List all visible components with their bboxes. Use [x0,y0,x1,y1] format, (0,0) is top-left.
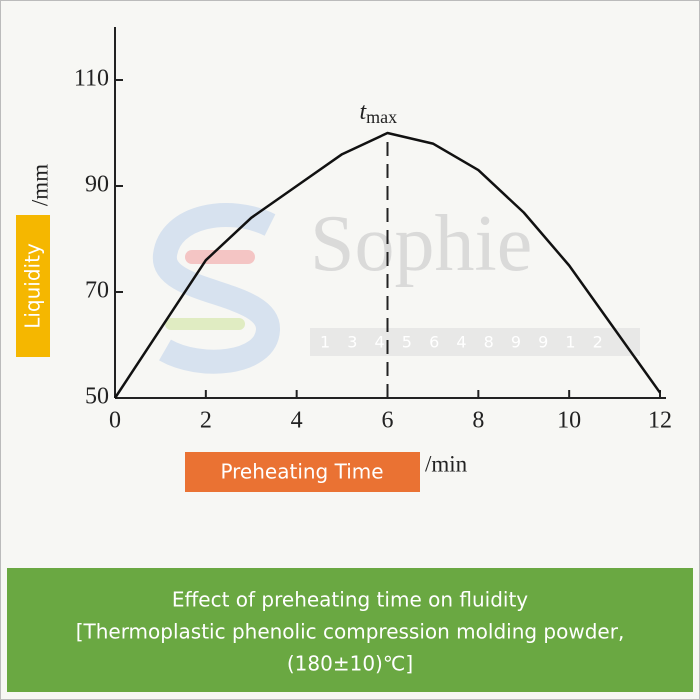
y-axis-unit: /mm [27,164,52,206]
data-line [113,131,662,399]
x-tick-label: 10 [557,408,581,434]
x-axis-unit: /min [425,451,468,476]
y-tick-label: 50 [85,384,109,410]
y-tick-label: 110 [74,66,109,92]
watermark-logo [185,250,255,264]
watermark-logo [165,318,245,330]
x-tick-label: 0 [109,408,121,434]
watermark-digits: 1 3 4 5 6 4 8 9 9 1 2 [320,333,609,352]
watermark-text: Sophie [310,200,532,288]
x-label-box [185,452,420,492]
y-label-box [16,215,50,357]
annotation-text: t [360,99,368,125]
x-tick-label: 4 [291,408,303,434]
caption-line: [Thermoplastic phenolic compression mold… [76,620,625,644]
x-axis-label: Preheating Time [220,460,383,484]
x-tick-label: 12 [648,408,672,434]
x-tick-label: 2 [200,408,212,434]
watermark-logo [153,203,280,374]
annotation: tmax [360,99,398,128]
y-tick-label: 90 [85,172,109,198]
caption-band [7,568,693,692]
y-axis-label: Liquidity [21,243,45,329]
watermark-band [310,328,640,356]
y-tick-label: 70 [85,278,109,304]
x-tick-label: 8 [472,408,484,434]
annotation-subscript: max [366,107,397,127]
x-tick-label: 6 [382,408,394,434]
caption-line: Effect of preheating time on fluidity [172,588,528,612]
caption-line: (180±10)℃] [287,652,413,676]
